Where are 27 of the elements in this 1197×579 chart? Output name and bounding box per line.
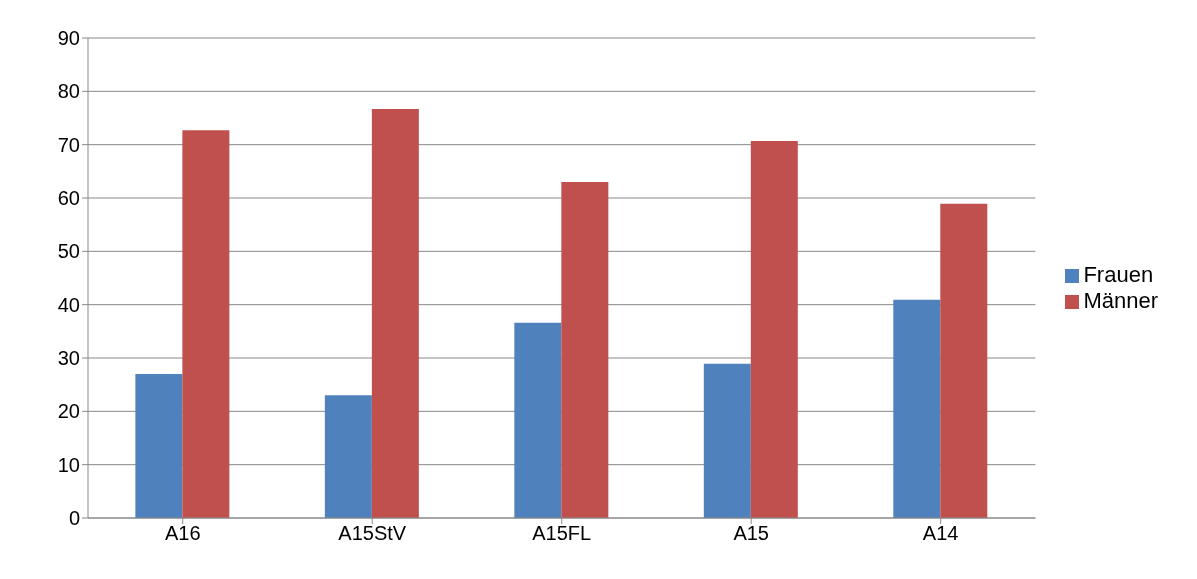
y-tick-label: 90 [57, 27, 80, 50]
x-tick-label: A15 [733, 522, 769, 545]
y-tick-label: 80 [57, 80, 80, 103]
legend-label: Männer [1083, 288, 1158, 313]
y-tick-label: 10 [57, 453, 80, 476]
bar [703, 363, 751, 518]
legend-label: Frauen [1083, 262, 1154, 287]
x-tick-label: A15FL [532, 522, 592, 545]
bar [371, 108, 419, 518]
y-tick-label: 50 [57, 240, 80, 263]
bar [135, 374, 183, 518]
y-tick-label: 0 [68, 507, 80, 530]
bar [324, 395, 372, 518]
y-tick-label: 60 [57, 187, 80, 210]
x-tick-label: A16 [164, 522, 201, 545]
x-tick-label: A14 [922, 522, 959, 545]
y-tick-label: 30 [57, 347, 80, 370]
bar [893, 299, 941, 518]
x-tick-label: A15StV [338, 522, 407, 545]
bar [561, 182, 609, 518]
bar [750, 140, 798, 518]
y-tick-label: 40 [57, 293, 80, 316]
bar [182, 130, 230, 518]
y-tick-label: 20 [57, 400, 80, 423]
bar [514, 322, 562, 518]
bar [940, 203, 988, 518]
y-tick-label: 70 [57, 133, 80, 156]
